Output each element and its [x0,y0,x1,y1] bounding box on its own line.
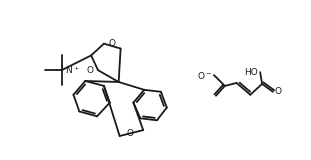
Text: HO: HO [244,68,258,77]
Text: N$^+$: N$^+$ [65,64,79,76]
Text: O$^-$: O$^-$ [197,70,212,81]
Text: O: O [86,66,93,75]
Text: O: O [109,39,116,48]
Text: O: O [275,87,282,96]
Text: O: O [127,129,133,138]
